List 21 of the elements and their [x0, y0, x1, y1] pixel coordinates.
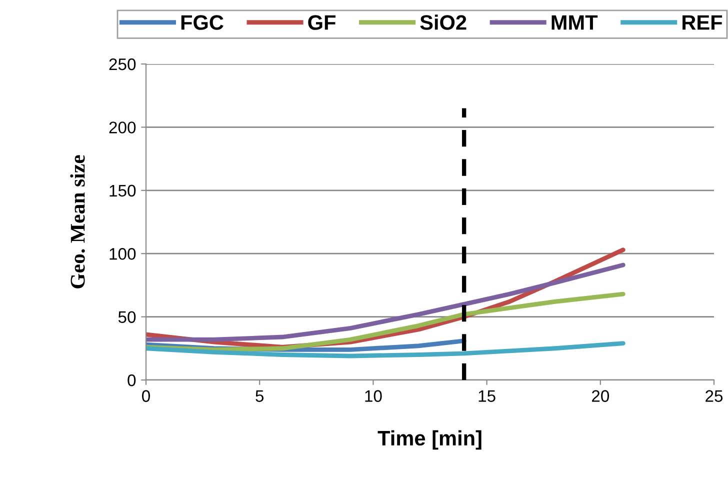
line-series — [146, 341, 626, 358]
y-tick-label: 250 — [109, 58, 136, 70]
x-axis-title: Time [min] — [378, 430, 482, 450]
legend-label: GF — [308, 15, 336, 30]
legend-label: MMT — [552, 15, 598, 30]
y-tick-label: 150 — [110, 184, 136, 197]
y-tick-label: 100 — [110, 248, 136, 260]
y-tick-label: 0 — [128, 374, 136, 386]
y-tick-label: 200 — [109, 122, 136, 134]
x-tick-label: 0 — [142, 390, 150, 402]
legend-label: FGC — [181, 15, 224, 30]
x-tick-label: 25 — [706, 390, 723, 402]
legend-label: REF — [682, 15, 722, 30]
x-tick-label: 15 — [478, 390, 496, 402]
line-series — [146, 262, 626, 342]
y-axis-title: Geo. Mean size — [70, 155, 85, 288]
legend-label: SiO2 — [420, 14, 466, 30]
y-tick-label: 50 — [118, 311, 136, 324]
x-tick-label: 5 — [256, 390, 264, 402]
x-tick-label: 20 — [592, 390, 610, 402]
x-tick-label: 10 — [365, 390, 382, 402]
